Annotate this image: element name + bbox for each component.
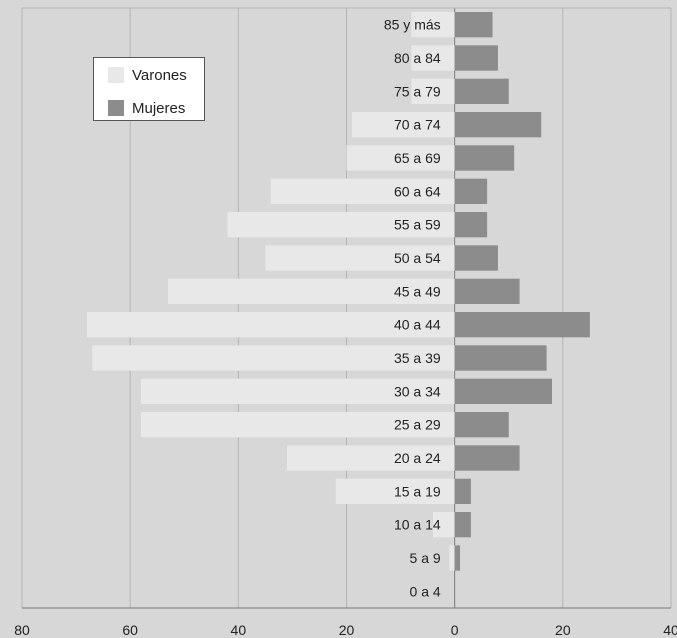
- category-label: 35 a 39: [394, 350, 441, 366]
- category-label: 55 a 59: [394, 217, 441, 233]
- legend: Varones Mujeres: [93, 57, 205, 121]
- bar-mujeres: [454, 345, 547, 371]
- bar-varones: [351, 112, 455, 138]
- bar-mujeres: [454, 212, 488, 238]
- x-tick-label: 0: [451, 622, 459, 638]
- bar-mujeres: [454, 112, 542, 138]
- category-label: 80 a 84: [394, 50, 441, 66]
- bar-varones: [168, 278, 455, 304]
- category-label: 40 a 44: [394, 317, 441, 333]
- legend-item-varones: Varones: [108, 66, 187, 84]
- bar-mujeres: [454, 545, 461, 571]
- bar-mujeres: [454, 512, 471, 538]
- bar-mujeres: [454, 245, 498, 271]
- bar-varones: [411, 12, 455, 38]
- bar-mujeres: [454, 45, 498, 71]
- legend-swatch-varones: [108, 67, 124, 83]
- bar-varones: [287, 445, 455, 471]
- category-label: 65 a 69: [394, 150, 441, 166]
- category-label: 60 a 64: [394, 183, 441, 199]
- legend-label-mujeres: Mujeres: [132, 99, 186, 117]
- bar-varones: [140, 378, 455, 404]
- bar-varones: [449, 545, 455, 571]
- category-labels: 85 y más 80 a 84 75 a 79 70 a 74 65 a 69 60 a…: [384, 17, 441, 600]
- category-label: 45 a 49: [394, 283, 441, 299]
- bar-varones: [86, 312, 455, 338]
- category-label: 20 a 24: [394, 450, 441, 466]
- x-tick-label: 40: [231, 622, 247, 638]
- bar-varones: [411, 78, 455, 104]
- bar-varones: [433, 512, 455, 538]
- category-label: 25 a 29: [394, 417, 441, 433]
- bar-mujeres: [454, 478, 471, 504]
- category-label: 30 a 34: [394, 383, 441, 399]
- bars: [86, 12, 590, 571]
- legend-item-mujeres: Mujeres: [108, 99, 185, 117]
- category-label: 50 a 54: [394, 250, 441, 266]
- bar-mujeres: [454, 312, 590, 338]
- legend-swatch-mujeres: [108, 100, 124, 116]
- bar-varones: [140, 412, 455, 438]
- bar-mujeres: [454, 145, 515, 171]
- bar-mujeres: [454, 12, 493, 38]
- x-tick-label: 40: [663, 622, 677, 638]
- category-label: 10 a 14: [394, 517, 441, 533]
- bar-varones: [265, 245, 455, 271]
- bar-varones: [335, 478, 455, 504]
- bar-varones: [346, 145, 455, 171]
- category-label: 5 a 9: [410, 550, 441, 566]
- bar-mujeres: [454, 412, 509, 438]
- x-tick-label: 80: [14, 622, 30, 638]
- x-axis: 80 60 40 20 0 20 40: [14, 607, 677, 638]
- bar-mujeres: [454, 178, 488, 204]
- bar-mujeres: [454, 278, 520, 304]
- legend-label-varones: Varones: [132, 66, 187, 84]
- category-label: 70 a 74: [394, 117, 441, 133]
- category-label: 0 a 4: [410, 583, 441, 599]
- x-tick-label: 20: [555, 622, 571, 638]
- x-tick-label: 60: [122, 622, 138, 638]
- bar-varones: [270, 178, 455, 204]
- category-label: 85 y más: [384, 17, 441, 33]
- category-label: 15 a 19: [394, 483, 441, 499]
- bar-varones: [411, 45, 455, 71]
- bar-mujeres: [454, 378, 553, 404]
- bar-mujeres: [454, 78, 509, 104]
- category-label: 75 a 79: [394, 83, 441, 99]
- bar-varones: [92, 345, 455, 371]
- x-tick-label: 20: [339, 622, 355, 638]
- bar-mujeres: [454, 445, 520, 471]
- bar-varones: [227, 212, 455, 238]
